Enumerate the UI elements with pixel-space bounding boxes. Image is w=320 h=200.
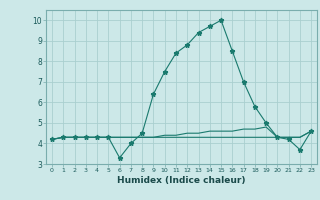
- X-axis label: Humidex (Indice chaleur): Humidex (Indice chaleur): [117, 176, 246, 185]
